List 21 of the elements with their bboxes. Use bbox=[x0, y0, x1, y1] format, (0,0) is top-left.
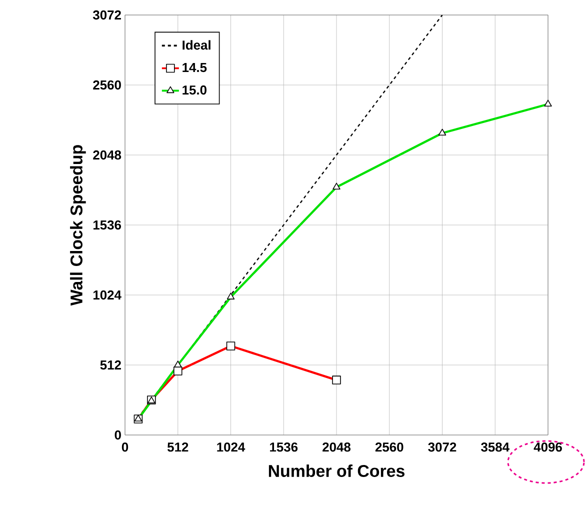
y-axis-title: Wall Clock Speedup bbox=[70, 145, 86, 306]
x-tick-label: 2048 bbox=[322, 442, 351, 452]
y-tick-label: 0 bbox=[114, 430, 121, 440]
x-tick-label: 4096 bbox=[534, 442, 562, 452]
x-tick-label: 3584 bbox=[481, 442, 510, 452]
x-tick-label: 1536 bbox=[270, 442, 298, 452]
y-tick-label: 2048 bbox=[93, 150, 122, 160]
x-tick-label: 0 bbox=[122, 442, 128, 452]
x-tick-label: 512 bbox=[167, 442, 188, 452]
y-tick-label: 2560 bbox=[93, 80, 121, 90]
y-tick-label: 1024 bbox=[93, 290, 122, 300]
y-tick-label: 512 bbox=[100, 360, 121, 370]
x-tick-label: 1024 bbox=[217, 442, 246, 452]
y-tick-label: 1536 bbox=[93, 220, 122, 230]
x-tick-label: 3072 bbox=[428, 442, 456, 452]
legend-label: 15.0 bbox=[182, 85, 206, 95]
x-axis-title: Number of Cores bbox=[268, 464, 404, 477]
legend-label: 14.5 bbox=[182, 63, 207, 72]
legend-label: Ideal bbox=[182, 40, 210, 50]
x-tick-label: 2560 bbox=[375, 442, 404, 452]
y-tick-label: 3072 bbox=[92, 10, 121, 20]
